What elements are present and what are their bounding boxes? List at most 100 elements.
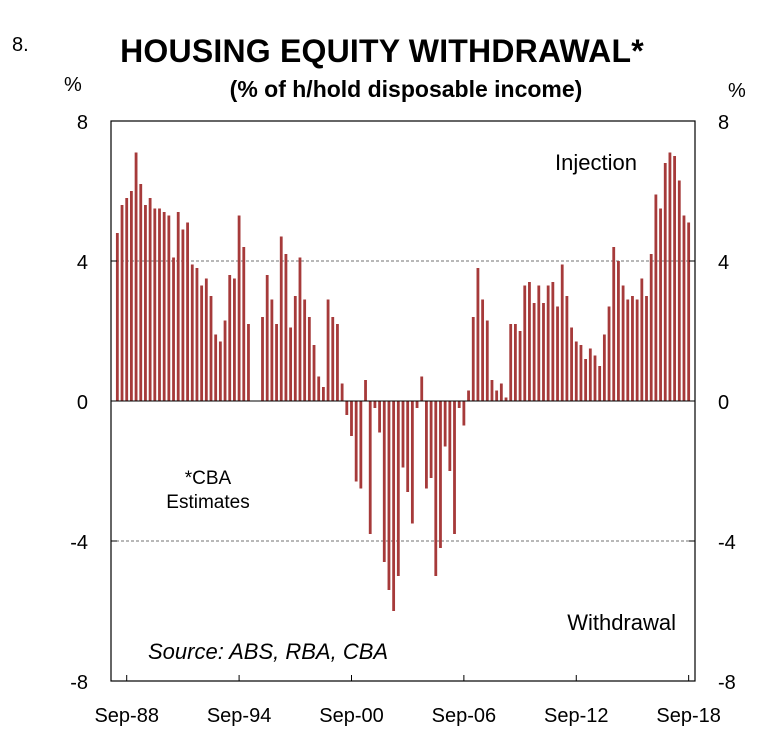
- bar: [537, 285, 541, 401]
- bar: [434, 401, 438, 576]
- bar: [368, 401, 372, 534]
- y-tick-label-left: 8: [77, 112, 88, 134]
- bar: [542, 303, 545, 401]
- bar: [504, 397, 508, 401]
- bar: [406, 401, 410, 492]
- bar: [509, 324, 513, 401]
- bar: [439, 401, 442, 548]
- bar: [513, 324, 517, 401]
- y-tick-label-right: 8: [718, 112, 729, 134]
- bar: [279, 236, 283, 401]
- bar: [617, 261, 620, 401]
- bar: [307, 317, 311, 401]
- bar: [153, 208, 157, 401]
- bar: [532, 303, 536, 401]
- bar: [209, 296, 213, 401]
- bar: [242, 247, 246, 401]
- bar: [453, 401, 456, 534]
- annotation-withdrawal: Withdrawal: [567, 610, 676, 635]
- bar: [303, 299, 307, 401]
- bar: [476, 268, 480, 401]
- bar: [275, 324, 278, 401]
- bar: [495, 390, 499, 401]
- bar: [190, 264, 194, 401]
- bar: [200, 285, 204, 401]
- bar: [415, 401, 419, 408]
- bar: [195, 268, 199, 401]
- bar: [621, 285, 625, 401]
- bar: [115, 233, 119, 401]
- bar: [336, 324, 339, 401]
- bar: [457, 401, 461, 408]
- bar: [340, 383, 344, 401]
- bar: [584, 359, 588, 401]
- bar: [289, 327, 293, 401]
- bar: [462, 401, 466, 426]
- bar: [551, 282, 555, 401]
- bar: [663, 163, 667, 401]
- bar: [321, 387, 325, 401]
- bar: [378, 401, 381, 433]
- bar: [602, 334, 606, 401]
- bar: [204, 278, 208, 401]
- bar: [645, 296, 648, 401]
- bar: [518, 331, 522, 401]
- y-tick-label-right: 4: [718, 252, 729, 274]
- bar: [298, 257, 302, 401]
- bar: [649, 254, 653, 401]
- bar: [265, 275, 269, 401]
- bar: [626, 299, 630, 401]
- bar: [523, 285, 527, 401]
- bar: [485, 320, 489, 401]
- bar: [223, 320, 227, 401]
- bar: [350, 401, 353, 436]
- y-tick-label-left: 0: [77, 392, 88, 414]
- bar: [528, 282, 531, 401]
- bar: [373, 401, 377, 408]
- bar: [612, 247, 616, 401]
- chart-number: 8.: [12, 34, 29, 56]
- y-unit-right: %: [728, 80, 746, 102]
- bar: [364, 380, 367, 401]
- bar: [396, 401, 400, 576]
- annotation-note: *CBA Estimates: [166, 468, 249, 513]
- bar: [237, 215, 241, 401]
- gridlines: [111, 260, 695, 542]
- bar: [560, 264, 564, 401]
- bar: [158, 208, 161, 401]
- y-axis-left: 8 4 0 -4 -8: [70, 112, 117, 694]
- bar: [228, 275, 232, 401]
- bar: [631, 296, 634, 401]
- annotation-injection: Injection: [555, 150, 637, 175]
- bar: [284, 254, 288, 401]
- bar: [598, 366, 602, 401]
- bar: [546, 285, 550, 401]
- bar: [270, 299, 274, 401]
- bar: [429, 401, 433, 478]
- y-unit-left: %: [64, 74, 82, 96]
- chart-subtitle: (% of h/hold disposable income): [229, 76, 583, 102]
- bar: [134, 152, 138, 401]
- bar: [172, 257, 175, 401]
- x-tick-label: Sep-18: [656, 705, 721, 727]
- chart-title: HOUSING EQUITY WITHDRAWAL*: [120, 33, 644, 69]
- bar: [167, 215, 171, 401]
- bar: [181, 229, 185, 401]
- bar: [668, 152, 672, 401]
- bar: [139, 184, 143, 401]
- bar: [345, 401, 349, 415]
- bar: [392, 401, 396, 611]
- bar: [218, 341, 222, 401]
- bar: [312, 345, 316, 401]
- bar: [120, 205, 124, 401]
- y-tick-label-left: -8: [70, 672, 88, 694]
- bar: [148, 198, 152, 401]
- x-tick-label: Sep-12: [544, 705, 609, 727]
- bar: [481, 299, 485, 401]
- bar: [579, 345, 583, 401]
- bar: [382, 401, 386, 562]
- bar: [354, 401, 358, 482]
- x-axis: Sep-88 Sep-94 Sep-00 Sep-06 Sep-12 Sep-18: [94, 675, 721, 727]
- y-tick-label-left: -4: [70, 532, 88, 554]
